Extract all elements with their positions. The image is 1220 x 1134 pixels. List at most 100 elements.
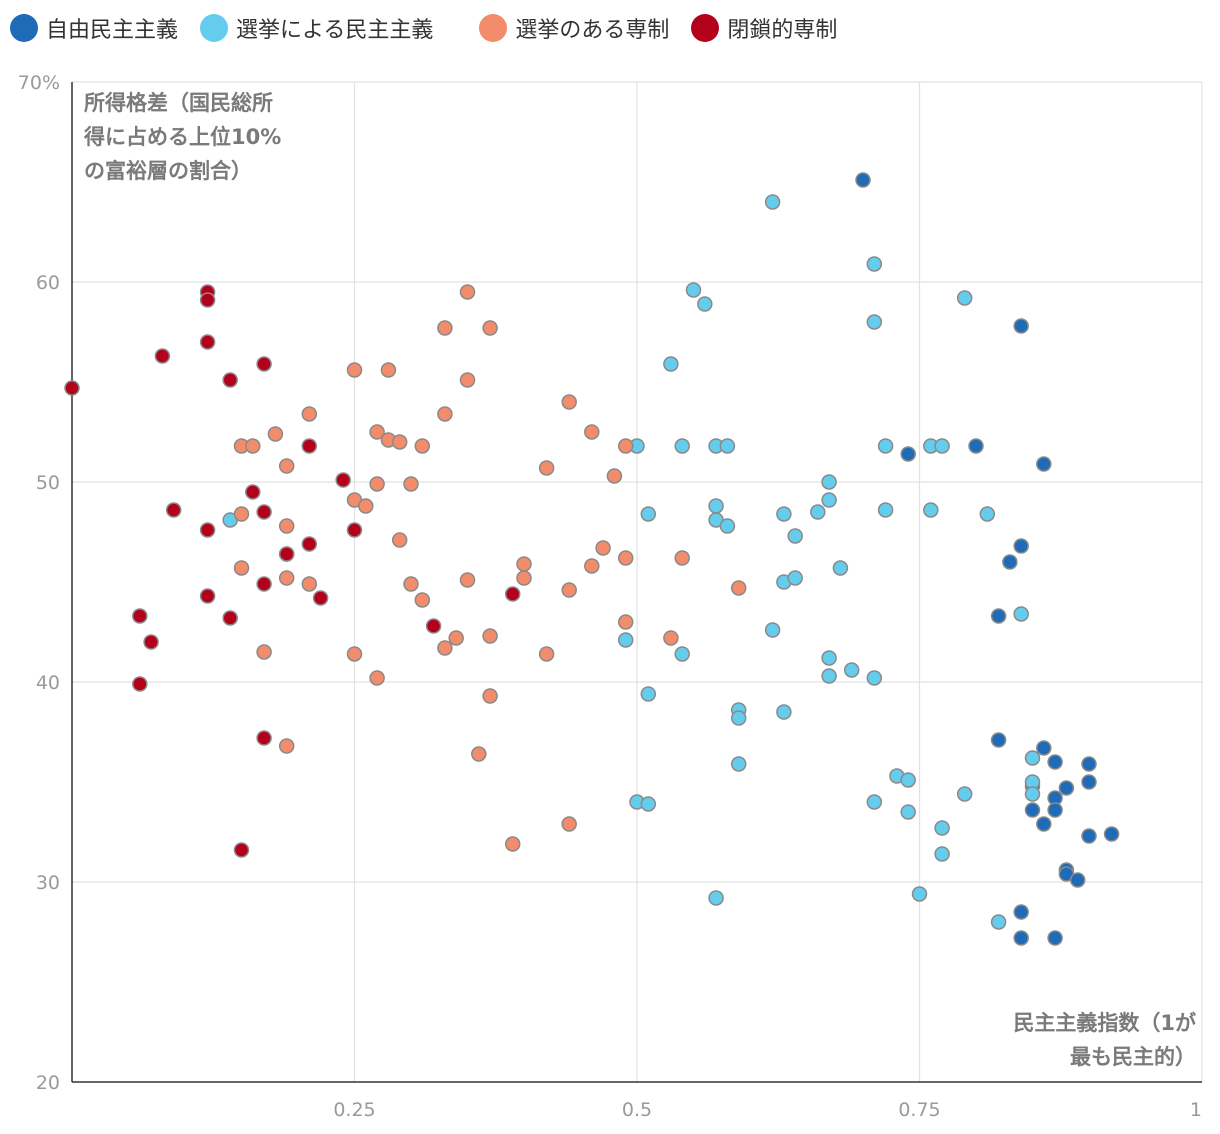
scatter-point-series-2 — [538, 646, 555, 662]
scatter-point-series-2 — [380, 362, 397, 378]
scatter-point-series-1 — [787, 570, 803, 586]
scatter-point-series-3 — [256, 356, 272, 372]
scatter-point-series-0 — [855, 172, 871, 188]
scatter-point-series-0 — [900, 446, 916, 462]
scatter-point-series-2 — [516, 570, 532, 586]
scatter-point-series-3 — [245, 484, 261, 500]
legend-swatch — [479, 14, 508, 42]
grid-lines — [72, 81, 1203, 1082]
scatter-point-series-3 — [132, 608, 148, 624]
scatter-point-series-1 — [821, 474, 837, 490]
scatter-point-series-1 — [979, 506, 996, 522]
y-tick-label: 30 — [36, 872, 60, 894]
axes — [71, 82, 1202, 1083]
x-tick-label: 0.75 — [898, 1099, 940, 1121]
scatter-point-series-1 — [764, 194, 781, 210]
scatter-point-series-2 — [301, 406, 318, 422]
scatter-point-series-3 — [256, 730, 272, 746]
scatter-point-series-0 — [1058, 780, 1075, 796]
scatter-point-series-1 — [1013, 606, 1029, 622]
scatter-point-series-1 — [911, 886, 928, 902]
scatter-point-series-2 — [584, 424, 600, 440]
y-tick-label: 50 — [36, 472, 60, 494]
scatter-point-series-1 — [923, 502, 939, 518]
scatter-point-series-1 — [776, 704, 792, 720]
scatter-point-series-3 — [256, 504, 272, 520]
scatter-point-series-3 — [199, 522, 216, 538]
scatter-point-series-3 — [165, 502, 182, 518]
scatter-point-series-1 — [1024, 750, 1041, 766]
scatter-point-series-1 — [821, 492, 837, 508]
scatter-point-series-2 — [617, 550, 634, 566]
scatter-point-series-3 — [504, 586, 521, 602]
scatter-point-series-2 — [369, 424, 385, 440]
x-tick-label: 0.5 — [622, 1099, 652, 1121]
scatter-point-series-1 — [877, 502, 894, 518]
scatter-point-series-2 — [346, 362, 363, 378]
scatter-point-series-1 — [776, 506, 792, 522]
scatter-point-series-0 — [1047, 930, 1063, 946]
scatter-point-series-1 — [697, 296, 713, 312]
scatter-point-series-1 — [1024, 786, 1041, 802]
scatter-point-series-2 — [267, 426, 284, 442]
scatter-point-series-2 — [561, 816, 577, 832]
scatter-point-series-2 — [606, 468, 623, 484]
scatter-point-series-3 — [199, 588, 216, 604]
scatter-point-series-0 — [990, 608, 1007, 624]
scatter-point-series-2 — [617, 438, 634, 454]
scatter-point-series-3 — [301, 536, 318, 552]
y-tick-label: 60 — [36, 272, 60, 294]
y-axis-title: 得に占める上位10% — [83, 125, 281, 149]
scatter-point-series-2 — [278, 738, 295, 754]
scatter-point-series-1 — [900, 804, 916, 820]
scatter-point-series-1 — [787, 528, 803, 544]
scatter-point-series-0 — [1002, 554, 1018, 570]
scatter-point-series-0 — [1013, 904, 1029, 920]
scatter-point-series-0 — [968, 438, 984, 454]
legend-swatch — [10, 14, 38, 42]
scatter-point-series-0 — [1036, 456, 1052, 472]
scatter-point-series-2 — [617, 614, 634, 630]
scatter-point-series-1 — [832, 560, 849, 576]
scatter-point-series-2 — [369, 476, 385, 492]
scatter-point-series-2 — [459, 284, 476, 300]
scatter-point-series-3 — [301, 438, 318, 454]
scatter-point-series-2 — [459, 372, 476, 388]
scatter-point-series-2 — [538, 460, 555, 476]
scatter-point-series-1 — [990, 914, 1007, 930]
scatter-point-series-2 — [471, 746, 487, 762]
legend-item: 選挙による民主主義 — [200, 12, 433, 44]
scatter-point-series-1 — [674, 646, 690, 662]
scatter-point-series-3 — [199, 334, 216, 350]
scatter-point-series-0 — [1081, 756, 1097, 772]
legend-item: 閉鎖的専制 — [691, 12, 837, 44]
scatter-point-series-1 — [708, 890, 724, 906]
scatter-point-series-1 — [866, 794, 883, 810]
scatter-point-series-0 — [1047, 802, 1063, 818]
y-axis-title: 所得格差（国民総所 — [84, 91, 273, 115]
scatter-point-series-1 — [866, 670, 883, 686]
legend: 自由民主主義 選挙による民主主義 選挙のある専制 閉鎖的専制 — [10, 10, 837, 46]
scatter-point-series-2 — [482, 320, 498, 336]
scatter-point-series-1 — [640, 686, 657, 702]
scatter-point-series-2 — [561, 394, 577, 410]
scatter-point-series-2 — [663, 630, 679, 646]
scatter-point-series-1 — [730, 710, 747, 726]
scatter-point-series-1 — [866, 314, 883, 330]
scatter-point-series-0 — [1047, 754, 1063, 770]
x-axis-title: 民主主義指数（1が — [1013, 1011, 1196, 1035]
x-tick-label: 0.25 — [333, 1099, 375, 1121]
scatter-point-series-1 — [685, 282, 702, 298]
scatter-point-series-2 — [391, 434, 408, 450]
tick-labels: 20 30 40 50 60 70% 0.25 0.5 0.75 1 — [18, 72, 1202, 1121]
scatter-point-series-3 — [132, 676, 148, 692]
scatter-point-series-2 — [233, 506, 250, 522]
scatter-point-series-0 — [990, 732, 1007, 748]
scatter-point-series-1 — [956, 786, 973, 802]
scatter-point-series-2 — [448, 630, 464, 646]
scatter-point-series-3 — [154, 348, 171, 364]
scatter-point-series-1 — [640, 506, 657, 522]
scatter-point-series-0 — [1013, 930, 1029, 946]
